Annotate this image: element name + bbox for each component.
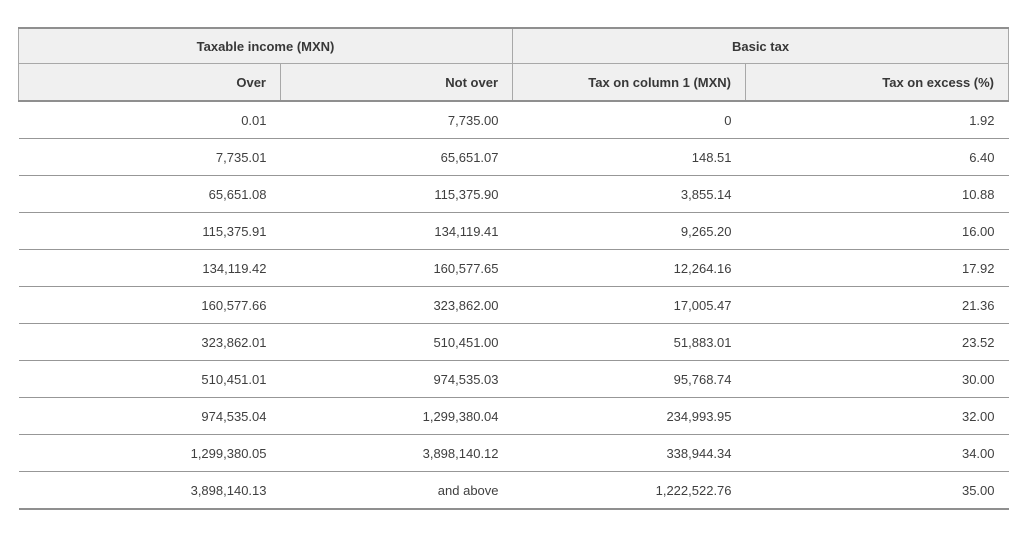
cell-tax-on-column-1: 148.51	[512, 138, 746, 176]
cell-tax-on-excess: 10.88	[745, 175, 1009, 213]
cell-not-over: 510,451.00	[280, 323, 513, 361]
header-group-row: Taxable income (MXN) Basic tax	[17, 27, 1010, 64]
header-group-taxable-income: Taxable income (MXN)	[17, 27, 514, 64]
cell-tax-on-column-1: 1,222,522.76	[512, 471, 746, 510]
cell-tax-on-excess: 21.36	[745, 286, 1009, 324]
cell-not-over: 115,375.90	[280, 175, 513, 213]
cell-tax-on-excess: 34.00	[745, 434, 1009, 472]
cell-tax-on-column-1: 234,993.95	[512, 397, 746, 435]
cell-tax-on-column-1: 12,264.16	[512, 249, 746, 287]
cell-tax-on-excess: 1.92	[745, 101, 1009, 139]
cell-tax-on-excess: 35.00	[745, 471, 1009, 510]
cell-not-over: 160,577.65	[280, 249, 513, 287]
header-group-basic-tax: Basic tax	[512, 27, 1010, 64]
table-row: 0.01 7,735.00 0 1.92	[18, 101, 1009, 139]
cell-tax-on-excess: 16.00	[745, 212, 1009, 250]
cell-tax-on-column-1: 9,265.20	[512, 212, 746, 250]
cell-over: 134,119.42	[18, 249, 281, 287]
table-row: 115,375.91 134,119.41 9,265.20 16.00	[18, 212, 1009, 250]
cell-over: 510,451.01	[18, 360, 281, 398]
cell-tax-on-column-1: 17,005.47	[512, 286, 746, 324]
cell-tax-on-column-1: 0	[512, 101, 746, 139]
cell-tax-on-excess: 17.92	[745, 249, 1009, 287]
tax-brackets-table: Taxable income (MXN) Basic tax Over Not …	[17, 27, 1010, 510]
cell-over: 7,735.01	[18, 138, 281, 176]
cell-tax-on-column-1: 338,944.34	[512, 434, 746, 472]
cell-tax-on-column-1: 95,768.74	[512, 360, 746, 398]
table-row: 974,535.04 1,299,380.04 234,993.95 32.00	[18, 397, 1009, 435]
cell-tax-on-column-1: 51,883.01	[512, 323, 746, 361]
col-header-tax-on-column-1: Tax on column 1 (MXN)	[512, 63, 747, 102]
cell-tax-on-excess: 30.00	[745, 360, 1009, 398]
cell-over: 160,577.66	[18, 286, 281, 324]
table-row: 323,862.01 510,451.00 51,883.01 23.52	[18, 323, 1009, 361]
cell-over: 65,651.08	[18, 175, 281, 213]
cell-not-over: 1,299,380.04	[280, 397, 513, 435]
cell-over: 1,299,380.05	[18, 434, 281, 472]
cell-not-over: 323,862.00	[280, 286, 513, 324]
table-row: 1,299,380.05 3,898,140.12 338,944.34 34.00	[18, 434, 1009, 472]
cell-tax-on-excess: 6.40	[745, 138, 1009, 176]
cell-over: 115,375.91	[18, 212, 281, 250]
column-header-row: Over Not over Tax on column 1 (MXN) Tax …	[18, 63, 1010, 102]
table-row: 7,735.01 65,651.07 148.51 6.40	[18, 138, 1009, 176]
col-header-over: Over	[18, 63, 281, 102]
cell-over: 0.01	[18, 101, 281, 139]
table-row: 510,451.01 974,535.03 95,768.74 30.00	[18, 360, 1009, 398]
table-row: 3,898,140.13 and above 1,222,522.76 35.00	[18, 471, 1009, 510]
cell-tax-on-excess: 32.00	[745, 397, 1009, 435]
cell-not-over: 65,651.07	[280, 138, 513, 176]
cell-tax-on-column-1: 3,855.14	[512, 175, 746, 213]
cell-not-over: 7,735.00	[280, 101, 513, 139]
table-header: Taxable income (MXN) Basic tax Over Not …	[17, 27, 1010, 102]
cell-over: 323,862.01	[18, 323, 281, 361]
cell-not-over: 3,898,140.12	[280, 434, 513, 472]
cell-tax-on-excess: 23.52	[745, 323, 1009, 361]
table-row: 134,119.42 160,577.65 12,264.16 17.92	[18, 249, 1009, 287]
cell-over: 974,535.04	[18, 397, 281, 435]
cell-not-over: 134,119.41	[280, 212, 513, 250]
table-row: 65,651.08 115,375.90 3,855.14 10.88	[18, 175, 1009, 213]
cell-over: 3,898,140.13	[18, 471, 281, 510]
table-body: 0.01 7,735.00 0 1.92 7,735.01 65,651.07 148.51…	[18, 101, 1009, 510]
tax-table-container: Taxable income (MXN) Basic tax Over Not …	[17, 27, 1010, 510]
col-header-not-over: Not over	[279, 63, 514, 102]
cell-not-over: and above	[280, 471, 513, 510]
cell-not-over: 974,535.03	[280, 360, 513, 398]
col-header-tax-on-excess: Tax on excess (%)	[745, 63, 1010, 102]
table-row: 160,577.66 323,862.00 17,005.47 21.36	[18, 286, 1009, 324]
